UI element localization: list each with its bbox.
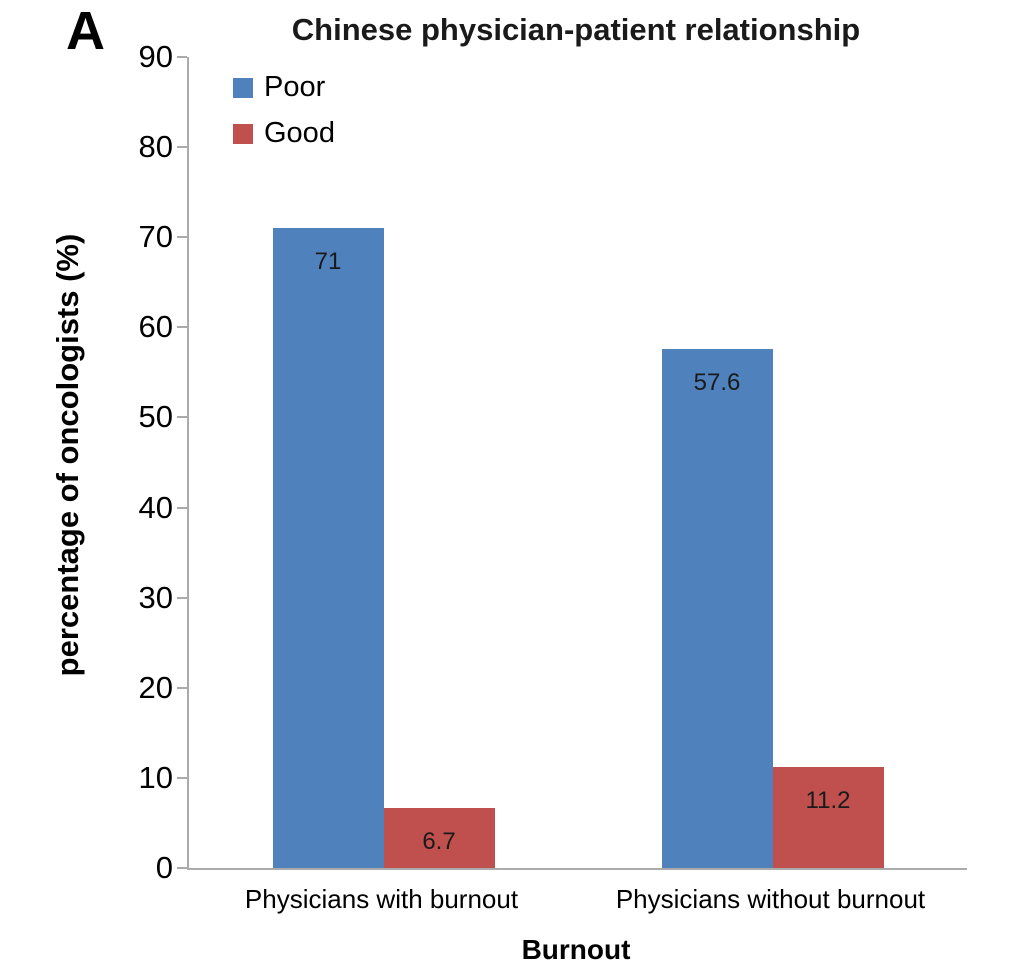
y-tick-mark xyxy=(177,56,187,58)
y-tick-mark xyxy=(177,236,187,239)
plot-area: 71 6.7 57.6 11.2 xyxy=(187,57,967,870)
y-tick-label: 20 xyxy=(138,669,173,705)
chart-title: Chinese physician-patient relationship xyxy=(291,12,861,47)
y-tick-label: 80 xyxy=(138,129,173,165)
bar-poor-2: 57.6 xyxy=(661,348,773,868)
bar-value-label: 6.7 xyxy=(422,827,456,855)
y-tick-label: 0 xyxy=(155,850,173,885)
y-tick-mark xyxy=(177,596,187,599)
y-tick-label: 70 xyxy=(138,219,173,255)
legend-label: Good xyxy=(264,117,335,149)
y-tick-label: 40 xyxy=(138,489,173,525)
y-tick-mark xyxy=(177,506,187,509)
y-tick-mark xyxy=(177,146,187,149)
bar-good-2: 11.2 xyxy=(772,767,884,868)
y-tick-mark xyxy=(177,416,187,419)
y-tick-mark xyxy=(177,686,187,689)
bar-good-1: 6.7 xyxy=(383,807,495,868)
y-tick-mark xyxy=(177,867,187,869)
bar-poor-1: 71 xyxy=(272,228,384,868)
y-tick-label: 50 xyxy=(138,399,173,435)
legend-swatch-icon xyxy=(233,123,253,144)
y-tick-label: 90 xyxy=(138,39,173,74)
y-tick-label: 60 xyxy=(138,309,173,345)
y-tick-mark xyxy=(177,326,187,329)
bar-value-label: 11.2 xyxy=(805,787,851,815)
x-axis-title: Burnout xyxy=(521,934,631,965)
legend-swatch-icon xyxy=(233,77,253,98)
legend: Poor Good xyxy=(233,70,335,151)
bar-value-label: 57.6 xyxy=(693,368,741,396)
panel-label: A xyxy=(66,1,105,61)
bar-value-label: 71 xyxy=(314,248,342,276)
legend-item-poor: Poor xyxy=(233,70,335,105)
y-tick-mark xyxy=(177,776,187,779)
y-tick-label: 10 xyxy=(138,759,173,795)
legend-label: Poor xyxy=(264,71,326,103)
x-category-label: Physicians without burnout xyxy=(615,884,926,914)
x-category-label: Physicians with burnout xyxy=(244,884,519,914)
legend-item-good: Good xyxy=(233,116,335,151)
y-tick-label: 30 xyxy=(138,579,173,615)
